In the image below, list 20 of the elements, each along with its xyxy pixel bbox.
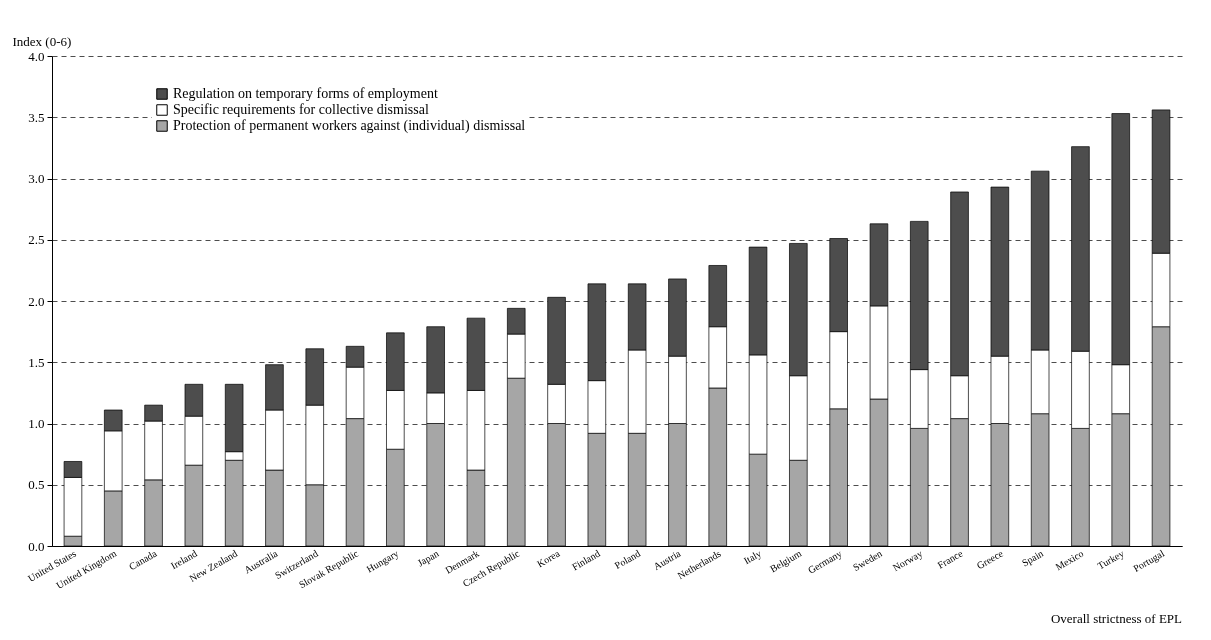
x-tick-label: Spain: [1019, 547, 1046, 569]
legend-label: Specific requirements for collective dismissal: [173, 102, 429, 117]
y-axis-title: Index (0-6): [12, 33, 72, 49]
y-tick-label: 2.0: [28, 293, 45, 309]
y-tick-label: 0.0: [28, 538, 45, 554]
text: Overall strictness of EPL: [1050, 611, 1183, 626]
legend-label: Protection of permanent workers against (individual) dismissal: [173, 118, 526, 134]
y-tick-label: 0.5: [28, 477, 45, 493]
y-tick-label: 3.5: [28, 109, 45, 125]
legend-label: Regulation on temporary forms of employment: [173, 86, 438, 101]
y-tick-label: 2.5: [28, 232, 45, 248]
y-tick-label: 1.5: [28, 354, 45, 370]
x-tick-label: Italy: [741, 547, 764, 567]
x-tick-label: Korea: [534, 547, 563, 570]
y-tick-label: 3.0: [28, 171, 45, 186]
y-tick-label: 4.0: [28, 48, 45, 64]
x-tick-label: Japan: [415, 547, 441, 569]
x-tick-label: France: [935, 547, 966, 571]
y-tick-label: 1.0: [28, 416, 45, 431]
x-tick-label: Greece: [974, 547, 1006, 572]
